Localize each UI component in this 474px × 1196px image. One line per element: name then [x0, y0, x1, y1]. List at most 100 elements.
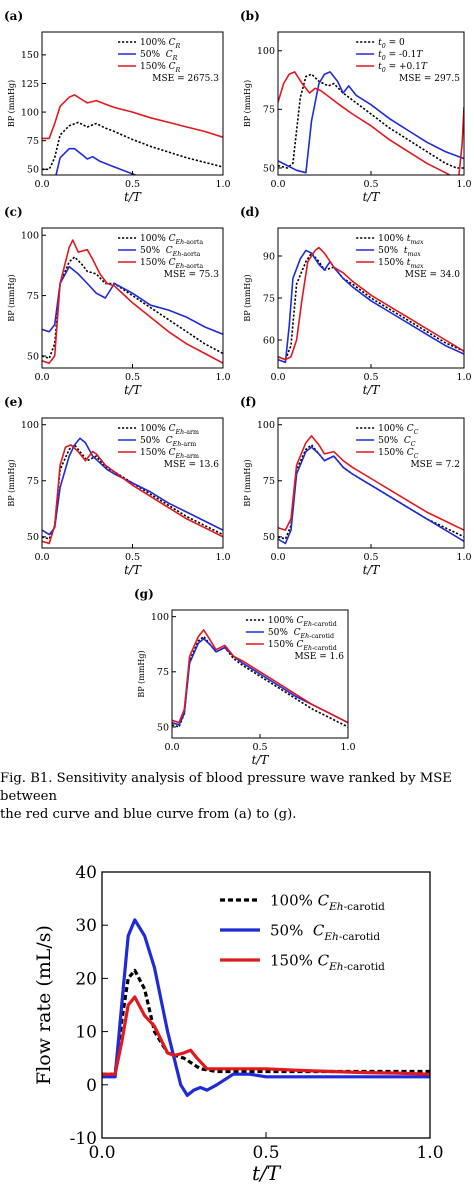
y-tick-label: 100 [257, 46, 275, 57]
plot-frame [277, 417, 465, 549]
legend-label: 100% CEh-carotid [270, 891, 385, 913]
y-tick-label: 10 [75, 1023, 97, 1043]
x-tick-label: 1.0 [456, 552, 471, 563]
y-tick-label: 100 [257, 420, 275, 431]
y-tick-label: 125 [21, 79, 39, 90]
x-tick-label: 0.0 [34, 372, 49, 383]
panel-label: (g) [134, 587, 154, 601]
y-tick-label: 50 [27, 351, 39, 362]
y-axis-label: BP (mmHg) [137, 650, 146, 697]
mse-label: MSE = 7.2 [410, 460, 460, 470]
legend-label: t0 = -0.1T [378, 50, 423, 62]
mse-label: MSE = 2675.3 [152, 74, 219, 84]
x-tick-label: 1.0 [215, 552, 230, 563]
panel-label: (d) [240, 205, 260, 219]
y-tick-label: 0 [86, 1076, 97, 1096]
series-line [278, 249, 464, 364]
x-tick-label: 0.5 [252, 742, 267, 753]
y-tick-label: 90 [263, 251, 275, 262]
chart-panel: 0.0 0.5 1.0 50 75 100 125 150 t/T BP (mmHg) (a) 100… [4, 9, 231, 204]
chart-panel: 0.0 0.5 1.0 60 75 90 t/T BP (mmHg) (d) 100% tmax5… [240, 205, 472, 397]
x-tick-label: 0.0 [34, 552, 49, 563]
y-tick-label: 40 [75, 863, 97, 883]
y-tick-label: 60 [263, 335, 275, 346]
legend-label: 150% CR [140, 62, 180, 74]
x-axis-label: t/T [363, 190, 381, 204]
mse-label: MSE = 13.6 [164, 460, 220, 470]
legend-label: 150% CEh-arm [140, 448, 199, 460]
x-axis-label: t/T [124, 190, 142, 204]
y-axis-label: BP (mmHg) [243, 80, 252, 127]
y-tick-label: 75 [27, 291, 39, 302]
y-tick-label: 100 [21, 420, 39, 431]
x-axis-label: t/T [363, 563, 381, 577]
y-tick-label: 100 [151, 612, 169, 623]
x-axis-label: t/T [363, 383, 381, 397]
mse-label: MSE = 75.3 [164, 270, 220, 280]
panel-label: (c) [4, 205, 23, 219]
mse-label: MSE = 1.6 [294, 652, 344, 662]
x-tick-label: 1.0 [456, 179, 471, 190]
legend-label: 150% tmax [378, 258, 424, 270]
x-tick-label: 0.5 [363, 179, 378, 190]
x-axis-label: t/T [252, 753, 270, 767]
panel-label: (e) [4, 395, 23, 409]
y-tick-label: 50 [27, 165, 39, 176]
x-tick-label: 0.0 [34, 179, 49, 190]
legend-label: 50% tmax [378, 246, 421, 258]
x-tick-label: 0.0 [270, 179, 285, 190]
series-line [42, 121, 223, 171]
legend-label: 150% CEh-carotid [270, 951, 385, 973]
legend-label: 50% CEh-carotid [268, 628, 334, 640]
legend-label: 50% CEh-arm [140, 436, 196, 448]
x-tick-label: 1.0 [456, 372, 471, 383]
series-line [278, 246, 464, 361]
plot-frame [277, 227, 465, 369]
series-line [42, 94, 223, 140]
y-tick-label: 75 [27, 136, 39, 147]
x-tick-label: 0.5 [252, 1143, 279, 1163]
legend-label: 150% CEh-carotid [268, 640, 337, 652]
series-line [102, 918, 430, 1098]
legend-label: 150% CC [378, 448, 418, 460]
y-axis-label: BP (mmHg) [243, 459, 252, 506]
x-tick-label: 1.0 [416, 1143, 443, 1163]
mse-label: MSE = 297.5 [399, 74, 460, 84]
y-axis-label: BP (mmHg) [7, 459, 16, 506]
y-tick-label: 75 [157, 667, 169, 678]
series-line [42, 444, 223, 545]
x-tick-label: 0.0 [270, 372, 285, 383]
legend-label: t0 = 0 [378, 38, 405, 50]
legend-label: 100% CR [140, 38, 180, 50]
series-line [278, 71, 464, 175]
y-tick-label: 150 [21, 50, 39, 61]
panel-label: (b) [240, 9, 260, 23]
chart-panel: 0.0 0.5 1.0 50 75 100 t/T BP (mmHg) (c) 100% CEh-… [4, 205, 231, 397]
chart-panel: 0.0 0.5 1.0 50 75 100 t/T BP (mmHg) (e) 100% CEh-… [4, 395, 231, 577]
x-tick-label: 0.5 [125, 552, 140, 563]
x-tick-label: 1.0 [215, 179, 230, 190]
y-axis-label: Flow rate (mL/s) [33, 925, 55, 1085]
mse-label: MSE = 34.0 [405, 270, 461, 280]
y-tick-label: 75 [263, 293, 275, 304]
y-tick-label: -10 [70, 1129, 97, 1149]
chart-panel: 0.0 0.5 1.0 50 75 100 t/T BP (mmHg) (f) 100% CC50… [240, 395, 472, 577]
x-tick-label: 0.5 [125, 372, 140, 383]
legend-label: 50% CR [140, 50, 178, 62]
legend-label: 100% CEh-carotid [268, 616, 337, 628]
legend-label: 50% CEh-carotid [270, 921, 380, 943]
y-axis-label: BP (mmHg) [7, 80, 16, 127]
y-tick-label: 100 [21, 231, 39, 242]
chart-panel: 0.0 0.5 1.0 -10 0 10 20 30 40 t/T Flow rate (mL/s)… [33, 863, 444, 1185]
x-tick-label: 0.0 [88, 1143, 115, 1163]
x-tick-label: 0.5 [363, 372, 378, 383]
series-line [278, 435, 464, 531]
series-line [278, 446, 464, 545]
y-tick-label: 50 [157, 722, 169, 733]
y-tick-label: 75 [263, 476, 275, 487]
x-tick-label: 0.0 [164, 742, 179, 753]
x-tick-label: 0.5 [363, 552, 378, 563]
series-line [102, 968, 430, 1076]
series-line [42, 256, 223, 360]
